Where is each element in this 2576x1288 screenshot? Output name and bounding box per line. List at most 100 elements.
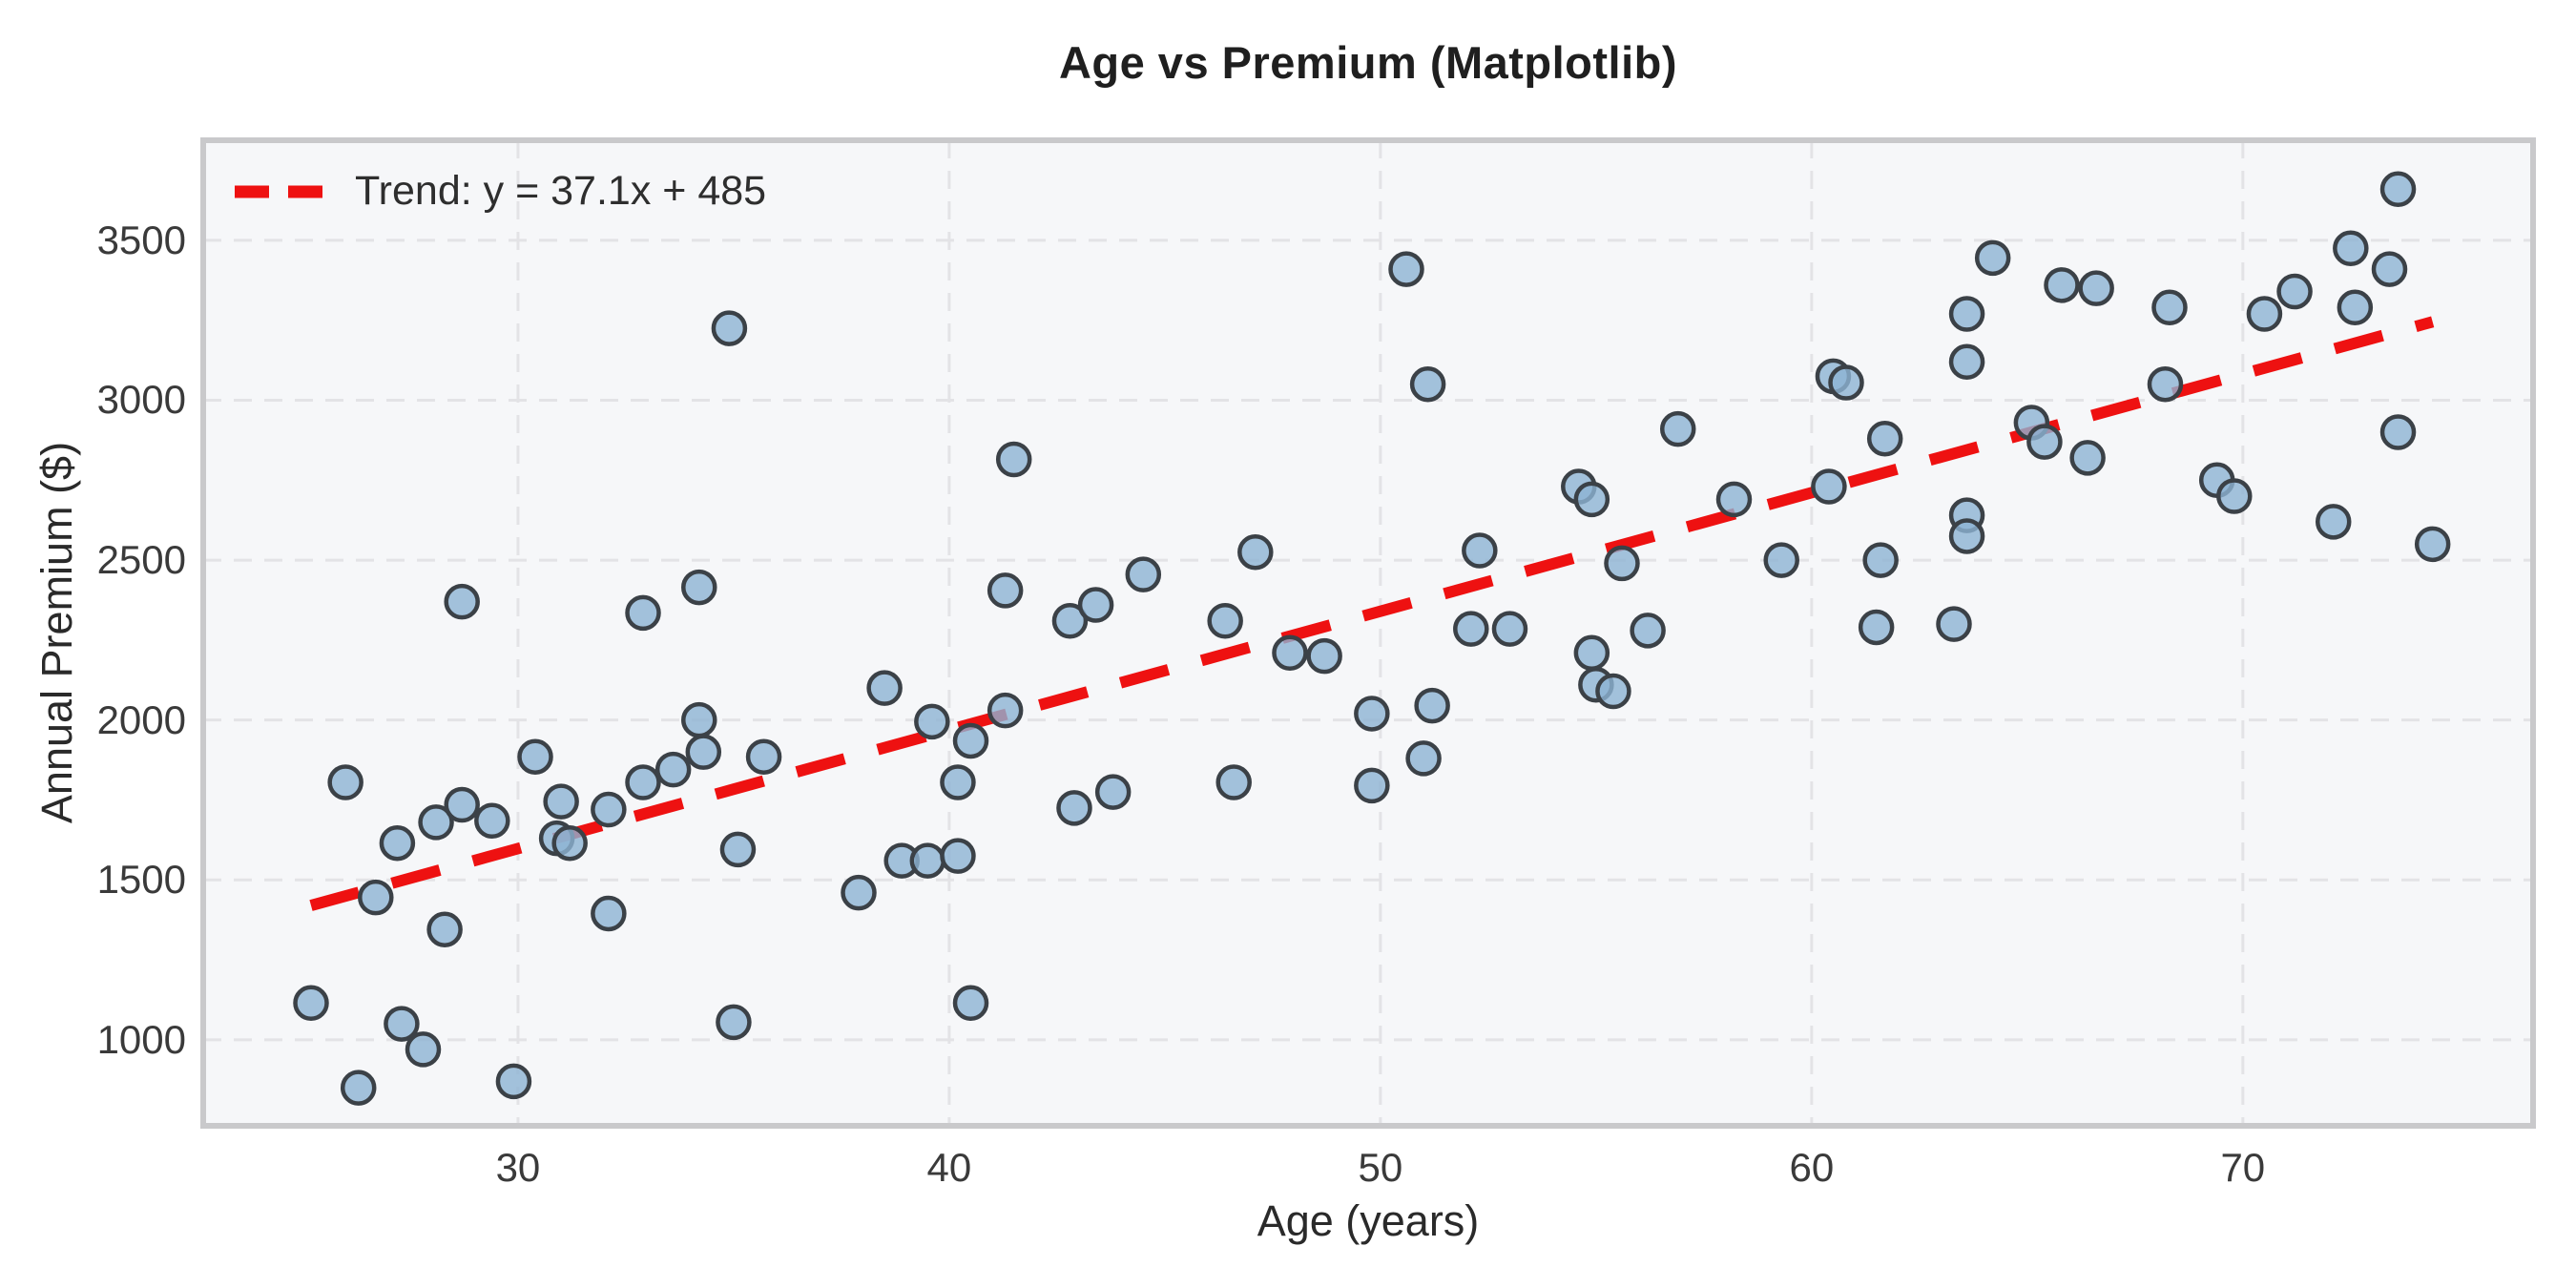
scatter-point [1828,364,1864,401]
scatter-point [2276,273,2313,310]
scatter-point [1573,481,1610,518]
scatter-point [2151,289,2188,326]
scatter-point [1354,767,1390,804]
scatter-point [444,583,480,620]
scatter-point [841,874,877,911]
scatter-point [591,791,627,828]
scatter-point [340,1070,377,1106]
scatter-point [1604,545,1640,582]
scatter-point [1414,687,1450,724]
scatter-point [1354,696,1390,732]
scatter-point [1272,634,1308,672]
y-tick-label: 3500 [96,217,186,262]
y-tick-label: 1500 [96,857,186,903]
scatter-point [358,879,394,916]
scatter-point [1405,740,1442,777]
scatter-point [1237,533,1274,571]
scatter-point [2379,171,2417,208]
scatter-point [719,831,757,868]
scatter-point [517,738,553,775]
scatter-point [1866,420,1903,457]
scatter-point [2315,504,2352,540]
scatter-point [1858,609,1895,646]
scatter-point [426,911,463,947]
scatter-point [711,310,748,346]
scatter-point [995,441,1032,478]
scatter-point [1763,542,1799,578]
scatter-point [625,594,661,632]
scatter-point [405,1031,442,1068]
x-tick-label: 30 [495,1145,541,1190]
scatter-point [591,895,627,932]
scatter-point [1948,296,1985,332]
scatter-point [745,738,782,775]
scatter-point [2147,365,2184,403]
scatter-point [384,1006,420,1042]
scatter-point [2026,424,2063,460]
scatter-point [1051,603,1089,639]
y-tick-label: 2500 [96,537,186,583]
scatter-point [1388,251,1424,287]
scatter-point [1409,365,1446,403]
scatter-point [293,985,329,1022]
scatter-point [1573,634,1610,672]
scatter-point [681,569,717,606]
scatter-point [1948,343,1985,381]
scatter-point [2337,289,2374,326]
scatter-point [1659,410,1696,447]
scatter-point [1936,606,1972,642]
scatter-point [1462,532,1498,569]
scatter-point [2414,526,2451,563]
y-tick-label: 1000 [96,1016,186,1062]
scatter-point [654,751,692,788]
scatter-point [866,670,903,706]
chart-title: Age vs Premium (Matplotlib) [1058,37,1678,88]
scatter-point [1491,611,1528,647]
scatter-point [1811,468,1847,505]
scatter-point [2044,267,2080,303]
scatter-point [1125,556,1162,592]
legend: Trend: y = 37.1x + 485 [235,168,766,215]
scatter-point [2246,296,2283,332]
x-tick-label: 40 [926,1145,972,1190]
scatter-point [2371,251,2408,287]
scatter-point [952,722,989,759]
y-axis-label: Annual Premium ($) [32,441,81,824]
scatter-point [2078,270,2114,306]
x-axis-label: Age (years) [1257,1196,1480,1245]
x-tick-label: 70 [2220,1145,2266,1190]
x-tick-label: 60 [1789,1145,1835,1190]
data-layer [293,171,2451,1106]
scatter-point [685,734,722,770]
scatter-point [952,985,989,1022]
scatter-point [681,701,717,738]
scatter-point [1453,611,1489,647]
scatter-point [543,783,579,820]
scatter-point [987,692,1024,729]
scatter-point [1056,790,1092,826]
trend-line [309,316,2435,911]
scatter-point [1094,774,1132,810]
scatter-point [327,764,364,800]
scatter-point [2379,414,2417,450]
scatter-point [716,1004,752,1041]
scatter-point [1630,613,1666,649]
scatter-point [1715,481,1753,518]
scatter-point [1948,518,1985,554]
scatter-point [1077,587,1114,623]
scatter-point [2216,478,2253,514]
scatter-point [1862,542,1899,578]
scatter-point [1974,239,2011,277]
scatter-point [914,703,950,740]
scatter-point [418,804,454,841]
scatter-point [551,824,588,862]
scatter-point [909,842,946,879]
scatter-point [474,802,510,839]
scatter-point [1215,764,1252,800]
y-tick-label: 2000 [96,696,186,742]
scatter-point [2333,230,2369,267]
scatter-point [940,764,976,800]
scatter-point [1306,637,1342,675]
